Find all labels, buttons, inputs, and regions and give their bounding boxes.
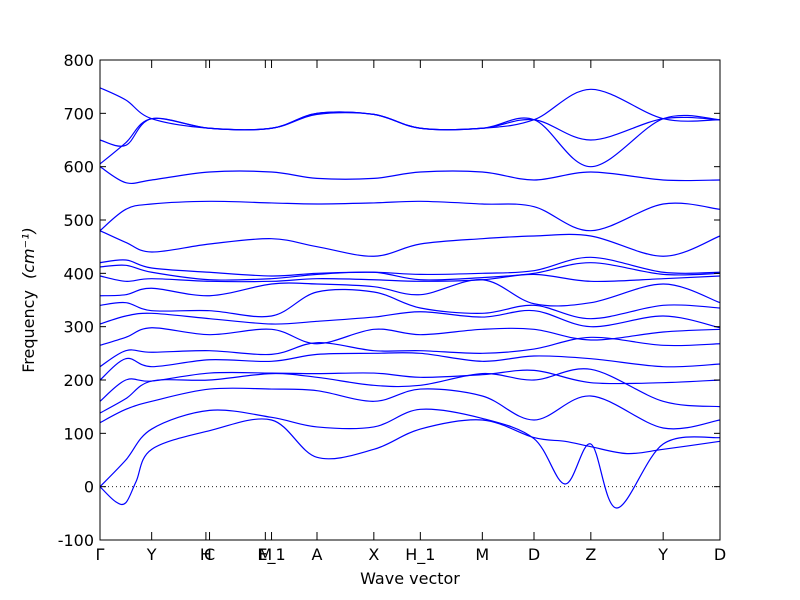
band-line (99, 273, 721, 283)
y-tick-label: 0 (84, 478, 94, 497)
x-tick-label: A (312, 545, 323, 564)
high-symmetry-lines (99, 60, 721, 540)
band-line (99, 336, 721, 368)
x-tick-label: Z (585, 545, 596, 564)
y-tick-label: 800 (63, 51, 94, 70)
band-line (99, 418, 721, 506)
band-line (99, 327, 721, 346)
x-tick-label: M (258, 545, 272, 564)
band-line (99, 200, 721, 232)
band-line (99, 309, 721, 329)
band-line (99, 288, 721, 320)
band-line (99, 279, 721, 307)
band-line (99, 166, 721, 185)
y-tick-label: 500 (63, 211, 94, 230)
y-axis-ticks: -100 0 100 200 300 400 500 600 700 800 (58, 51, 720, 550)
y-axis-label-text: Frequency (19, 290, 38, 373)
x-tick-label: H_1 (405, 545, 435, 565)
plot-frame (99, 59, 721, 541)
y-axis-label: Frequency (cm⁻¹) (19, 227, 38, 372)
band-line (99, 230, 721, 257)
band-line (99, 387, 721, 430)
y-axis-label-unit: (cm⁻¹) (19, 227, 38, 279)
x-tick-label: E_1 (257, 545, 285, 565)
x-tick-label: D (714, 545, 726, 564)
x-tick-label: M (475, 545, 489, 564)
x-axis-label: Wave vector (360, 569, 460, 588)
y-tick-label: -100 (58, 531, 94, 550)
band-line (99, 256, 721, 277)
y-tick-label: 100 (63, 424, 94, 443)
band-line (99, 369, 721, 402)
y-tick-label: 600 (63, 158, 94, 177)
x-tick-label: Γ (96, 545, 105, 564)
x-tick-label: Y (657, 545, 668, 564)
y-tick-label: 400 (63, 264, 94, 283)
x-tick-label: D (528, 545, 540, 564)
x-axis-ticks: Γ Y HC ME_1 A X H_1 M D Z Y D (96, 545, 727, 565)
x-tick-label: Y (146, 545, 157, 564)
x-tick-label: C (204, 545, 215, 564)
x-tick-label: X (368, 545, 379, 564)
y-tick-label: 200 (63, 371, 94, 390)
band-line (99, 408, 721, 509)
y-tick-label: 300 (63, 318, 94, 337)
phonon-bands (99, 87, 721, 509)
y-tick-label: 700 (63, 104, 94, 123)
band-line (99, 352, 721, 381)
band-line (99, 87, 721, 141)
x-tick-label: H (200, 545, 212, 564)
